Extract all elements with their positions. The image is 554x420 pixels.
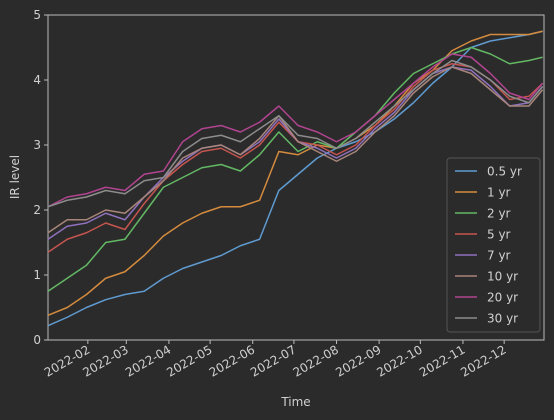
- y-tick-label: 3: [33, 138, 41, 152]
- series-line: [47, 30, 543, 316]
- y-tick-label: 0: [33, 333, 41, 347]
- legend-label: 30 yr: [487, 312, 518, 326]
- legend-box: [446, 157, 541, 333]
- x-axis-label: Time: [280, 395, 310, 409]
- y-tick-label: 4: [33, 73, 41, 87]
- legend-label: 10 yr: [487, 270, 518, 284]
- series-line: [47, 53, 544, 208]
- y-tick-label: 5: [33, 8, 41, 22]
- series-line: [47, 59, 544, 208]
- y-axis-label: IR level: [8, 155, 22, 199]
- legend-label: 1 yr: [487, 186, 511, 200]
- legend-label: 5 yr: [487, 228, 511, 242]
- legend-label: 2 yr: [487, 207, 511, 221]
- legend-label: 7 yr: [487, 249, 511, 263]
- y-tick-label: 1: [33, 268, 41, 282]
- series-line: [47, 46, 543, 292]
- plot-frame: [47, 14, 545, 341]
- legend-label: 20 yr: [487, 291, 518, 305]
- series-line: [47, 30, 543, 327]
- y-tick-label: 2: [33, 203, 41, 217]
- series-line: [47, 66, 544, 234]
- legend-label: 0.5 yr: [487, 165, 522, 179]
